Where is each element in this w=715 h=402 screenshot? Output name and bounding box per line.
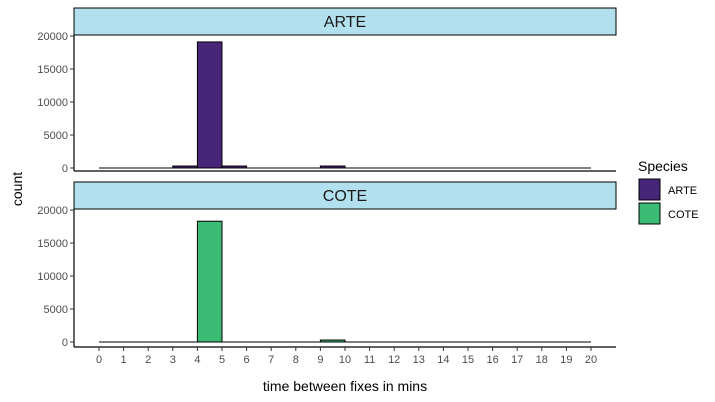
x-tick-label: 19 — [560, 354, 572, 366]
facet-strip-label: ARTE — [324, 14, 366, 31]
facet-cote: COTE 0 5000 10000 15000 20000 — [37, 181, 617, 349]
y-tick-label: 15000 — [37, 238, 68, 250]
legend: Species ARTE COTE — [638, 158, 699, 225]
x-tick-label: 14 — [437, 354, 449, 366]
y-tick-label: 20000 — [37, 205, 68, 217]
x-tick-label: 6 — [244, 354, 250, 366]
x-tick-label: 4 — [194, 354, 200, 366]
y-tick-label: 10000 — [37, 97, 68, 109]
x-tick-label: 3 — [170, 354, 176, 366]
y-tick-label: 5000 — [44, 304, 68, 316]
histogram-bar — [196, 220, 223, 343]
x-tick-label: 10 — [339, 354, 351, 366]
x-tick-label: 16 — [486, 354, 498, 366]
histogram-bar — [172, 165, 198, 169]
x-tick-label: 20 — [585, 354, 597, 366]
legend-swatch — [638, 202, 661, 225]
facet-arte: ARTE 0 5000 10000 15000 20000 — [37, 7, 617, 175]
x-tick-label: 13 — [413, 354, 425, 366]
x-axis: 0 1 2 3 4 5 6 7 8 9 10 11 12 13 14 15 16 17 18 19 20 — [96, 347, 597, 366]
x-tick-label: 8 — [293, 354, 299, 366]
histogram-bar — [196, 41, 223, 169]
x-tick-label: 11 — [364, 354, 375, 366]
x-tick-label: 9 — [317, 354, 323, 366]
y-tick-label: 5000 — [44, 130, 68, 142]
legend-label: COTE — [668, 209, 699, 221]
histogram-bar — [319, 165, 346, 169]
y-tick-label: 0 — [62, 163, 68, 175]
facet-strip-label: COTE — [323, 188, 367, 205]
y-tick-label: 15000 — [37, 64, 68, 76]
y-tick-label: 20000 — [37, 31, 68, 43]
x-tick-label: 15 — [462, 354, 474, 366]
x-tick-label: 12 — [388, 354, 400, 366]
x-tick-label: 17 — [511, 354, 523, 366]
legend-label: ARTE — [668, 185, 697, 197]
histogram-bar — [319, 339, 346, 343]
histogram-bar — [221, 165, 248, 169]
x-tick-label: 0 — [96, 354, 102, 366]
x-tick-label: 1 — [121, 354, 127, 366]
facet-strip — [73, 181, 617, 210]
x-tick-label: 18 — [536, 354, 548, 366]
facets-group: ARTE 0 5000 10000 15000 20000 COTE 0 5000 10000 15… — [37, 7, 617, 349]
facet-strip — [73, 7, 617, 36]
y-tick-label: 0 — [62, 337, 68, 349]
y-axis-title: count — [9, 172, 25, 206]
legend-swatch — [638, 178, 661, 201]
x-tick-label: 7 — [268, 354, 274, 366]
y-tick-label: 10000 — [37, 271, 68, 283]
legend-title: Species — [638, 158, 688, 174]
x-tick-label: 5 — [219, 354, 225, 366]
x-axis-title: time between fixes in mins — [263, 378, 427, 394]
x-tick-label: 2 — [145, 354, 151, 366]
